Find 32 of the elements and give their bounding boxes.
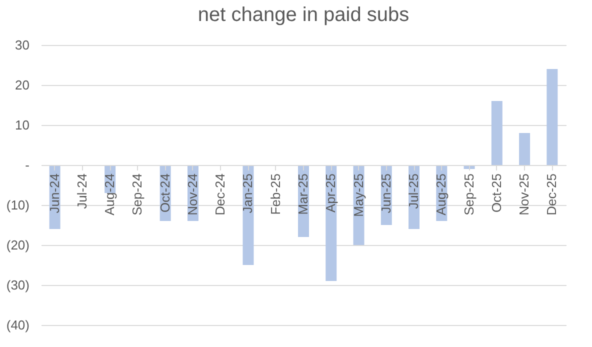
x-tick-label: Sep-24 [130,174,145,216]
x-tick-label: Jul-24 [74,174,90,209]
y-tick-label: (10) [6,198,30,212]
x-tick-label: Nov-25 [516,174,532,216]
x-tick-label: Oct-24 [157,174,172,213]
x-tick-label: Jan-25 [240,174,256,214]
x-tick-label: Aug-25 [434,174,449,216]
bar [491,101,502,165]
bar [326,165,337,281]
y-tick-label: (30) [6,278,30,292]
chart-title: net change in paid subs [198,4,410,26]
x-tick-label: Mar-25 [296,174,310,215]
x-tick-label: Jun-24 [46,174,62,214]
y-tick-label: (40) [6,318,30,332]
x-tick-label: May-25 [350,174,366,217]
y-tick-label: 20 [15,78,30,92]
x-tick-label: Dec-25 [544,174,560,216]
x-tick-label: Nov-24 [184,174,200,216]
bar [546,69,558,165]
bar [519,133,530,165]
y-tick-label: - [25,158,30,172]
x-tick-label: Jun-25 [378,174,394,214]
y-tick-label: (20) [6,238,30,252]
x-tick-label: Dec-24 [212,174,228,216]
x-tick-label: Jul-25 [406,174,422,209]
x-tick-label: Feb-25 [268,174,283,215]
y-tick-label: 10 [15,118,30,132]
x-tick-label: Oct-25 [488,174,504,213]
x-tick-label: Aug-24 [102,174,118,216]
y-tick-label: 30 [15,38,30,52]
x-tick-label: Apr-25 [323,174,338,213]
x-tick-label: Sep-25 [461,174,476,216]
